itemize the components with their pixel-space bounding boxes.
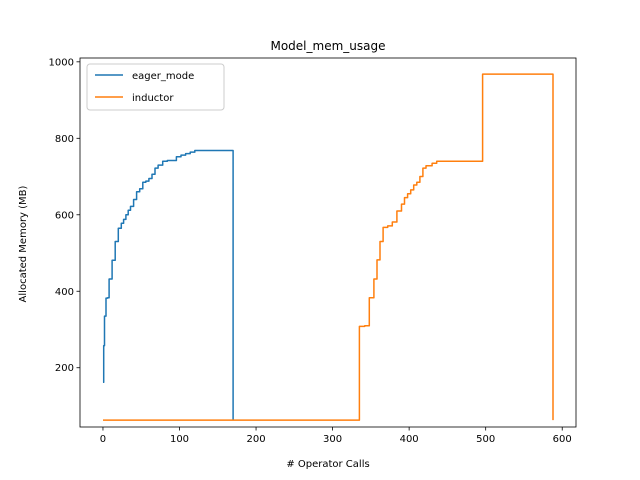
axes-layer: 0 100 200 300 400 500 600 200 400 600 800 1000 [49,57,577,445]
series-layer [102,73,554,421]
x-tick-label: 100 [170,434,189,445]
y-tick-label: 800 [55,134,74,145]
x-tick-label: 0 [100,434,106,445]
x-tick-label: 400 [400,434,419,445]
x-tick-label: 200 [247,434,266,445]
y-tick-label: 600 [55,210,74,221]
series-line-eager-mode [102,149,234,421]
y-tick-label: 400 [55,287,74,298]
legend: eager_mode inductor [86,63,225,111]
legend-label-eager-mode: eager_mode [132,71,194,82]
chart-title: Model_mem_usage [270,39,385,53]
series-line-inductor [103,73,554,421]
x-tick-label: 600 [553,434,572,445]
y-axis-title: Allocated Memory (MB) [18,185,29,302]
plot-frame [79,57,577,428]
y-tick-label: 1000 [49,57,74,68]
x-axis-title: # Operator Calls [286,459,369,470]
x-tick-label: 500 [476,434,495,445]
x-tick-label: 300 [323,434,342,445]
legend-label-inductor: inductor [132,93,174,104]
y-tick-label: 200 [55,363,74,374]
